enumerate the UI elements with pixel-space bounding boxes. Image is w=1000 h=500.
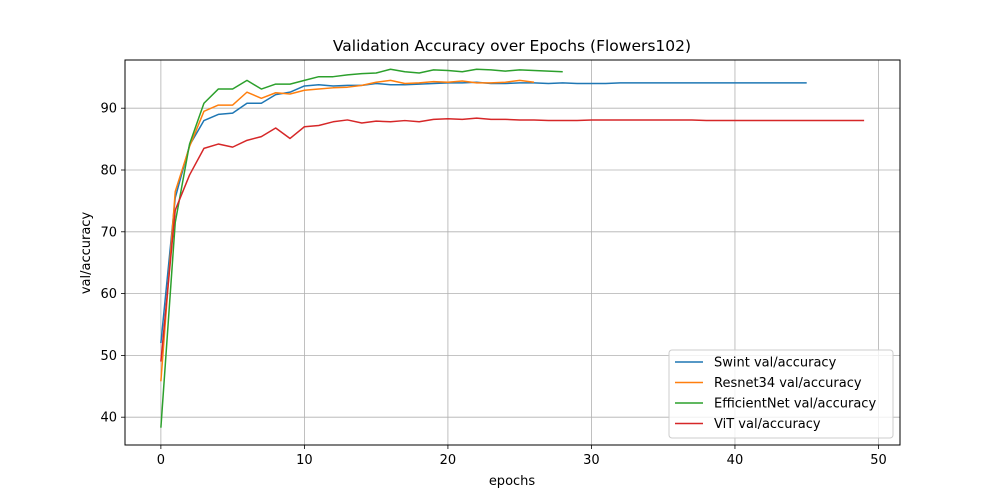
x-tick-label: 0 xyxy=(157,453,165,468)
legend-label-efficientnet: EfficientNet val/accuracy xyxy=(714,397,876,412)
series-lines xyxy=(160,68,865,428)
y-tick-label: 60 xyxy=(100,287,117,302)
y-tick-label: 40 xyxy=(100,411,117,426)
plot-frame xyxy=(124,59,901,446)
series-line-resnet34 xyxy=(160,79,535,382)
legend: Swint val/accuracy Resnet34 val/accuracy E… xyxy=(668,349,894,439)
series-line-efficientnet xyxy=(160,68,563,428)
y-axis-label: val/accuracy xyxy=(79,212,94,295)
y-tick-label: 90 xyxy=(100,102,117,117)
legend-label-resnet34: Resnet34 val/accuracy xyxy=(714,376,862,391)
series-line-vit xyxy=(160,117,865,362)
x-tick-label: 40 xyxy=(727,453,744,468)
y-tick-label: 70 xyxy=(100,225,117,240)
x-tick-label: 30 xyxy=(583,453,600,468)
y-tick-label: 50 xyxy=(100,349,117,364)
x-axis-label: epochs xyxy=(489,474,536,489)
legend-label-vit: ViT val/accuracy xyxy=(714,417,821,432)
x-axis: 0 10 20 30 40 50 xyxy=(157,445,887,468)
legend-label-swint: Swint val/accuracy xyxy=(714,356,837,371)
x-tick-label: 20 xyxy=(440,453,457,468)
chart-title: Validation Accuracy over Epochs (Flowers… xyxy=(333,37,691,55)
legend-box xyxy=(668,349,894,439)
x-tick-label: 10 xyxy=(296,453,313,468)
y-tick-label: 80 xyxy=(100,164,117,179)
x-tick-label: 50 xyxy=(870,453,887,468)
y-axis: 40 50 60 70 80 90 xyxy=(100,102,125,426)
